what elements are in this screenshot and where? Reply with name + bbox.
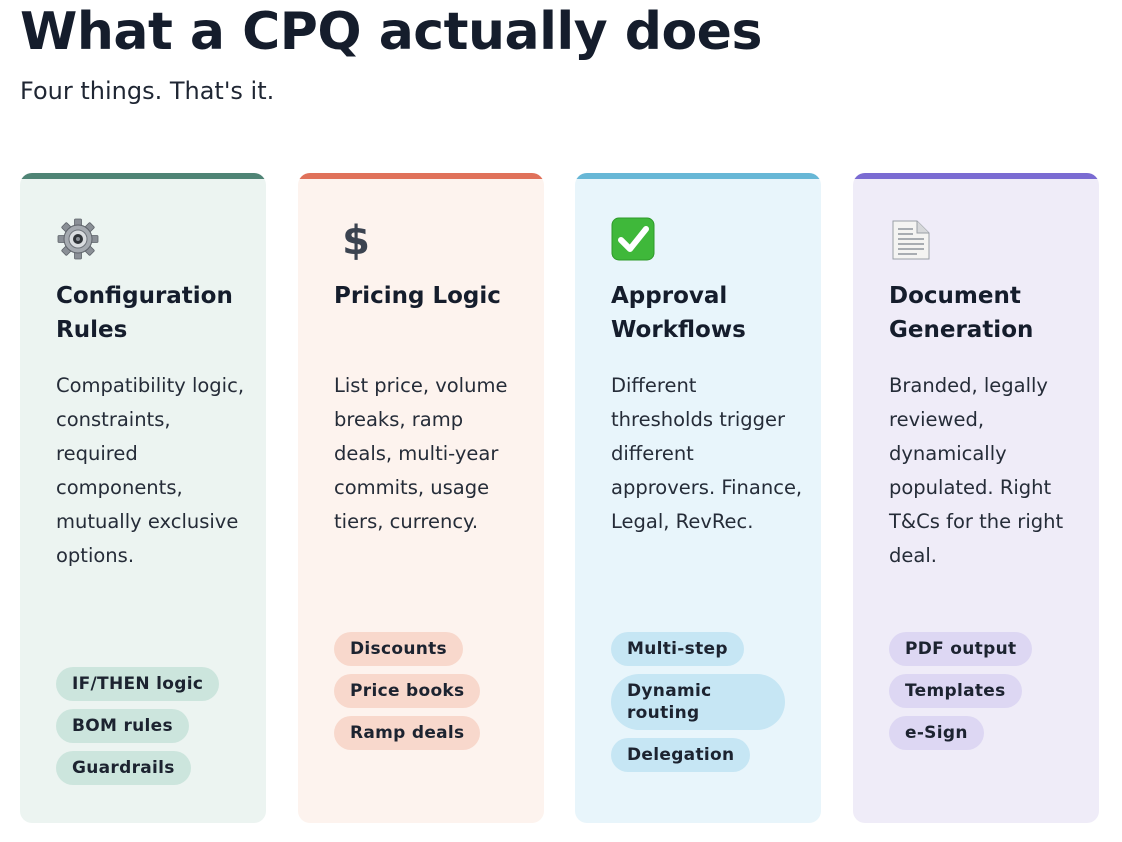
page-title: What a CPQ actually does bbox=[20, 2, 762, 62]
card-pricing-logic: $ Pricing Logic List price, volume break… bbox=[298, 173, 544, 823]
card-title: Pricing Logic bbox=[334, 283, 501, 309]
tag: Discounts bbox=[334, 632, 463, 666]
tag-list: Multi-step Dynamic routing Delegation bbox=[611, 632, 785, 772]
card-description: Compatibility logic, constraints, requir… bbox=[56, 374, 245, 567]
tag: e-Sign bbox=[889, 716, 984, 750]
card-description: List price, volume breaks, ramp deals, m… bbox=[334, 374, 508, 533]
tag: BOM rules bbox=[56, 709, 189, 743]
gear-icon bbox=[56, 217, 100, 261]
card-configuration-rules: Configuration Rules Compatibility logic,… bbox=[20, 173, 266, 823]
card-accent-bar bbox=[853, 173, 1099, 179]
tag-list: IF/THEN logic BOM rules Guardrails bbox=[56, 667, 220, 785]
tag: IF/THEN logic bbox=[56, 667, 220, 701]
card-document-generation: Document Generation Branded, legally rev… bbox=[853, 173, 1099, 823]
card-title: Approval Workflows bbox=[611, 283, 746, 343]
tag: PDF output bbox=[889, 632, 1033, 666]
card-description: Different thresholds trigger different a… bbox=[611, 374, 803, 533]
card-title: Configuration Rules bbox=[56, 283, 233, 343]
tag-list: Discounts Price books Ramp deals bbox=[334, 632, 481, 750]
card-description: Branded, legally reviewed, dynamically p… bbox=[889, 374, 1064, 567]
tag: Multi-step bbox=[611, 632, 744, 666]
card-title: Document Generation bbox=[889, 283, 1034, 343]
check-mark-icon bbox=[611, 217, 655, 261]
document-icon bbox=[889, 217, 933, 261]
tag: Price books bbox=[334, 674, 481, 708]
card-approval-workflows: Approval Workflows Different thresholds … bbox=[575, 173, 821, 823]
tag: Dynamic routing bbox=[611, 674, 785, 730]
tag: Guardrails bbox=[56, 751, 191, 785]
dollar-icon: $ bbox=[334, 217, 378, 264]
card-accent-bar bbox=[20, 173, 266, 179]
tag-list: PDF output Templates e-Sign bbox=[889, 632, 1033, 750]
card-accent-bar bbox=[298, 173, 544, 179]
tag: Ramp deals bbox=[334, 716, 481, 750]
page-subtitle: Four things. That's it. bbox=[20, 77, 275, 105]
tag: Delegation bbox=[611, 738, 751, 772]
tag: Templates bbox=[889, 674, 1022, 708]
card-accent-bar bbox=[575, 173, 821, 179]
svg-text:$: $ bbox=[342, 218, 370, 261]
